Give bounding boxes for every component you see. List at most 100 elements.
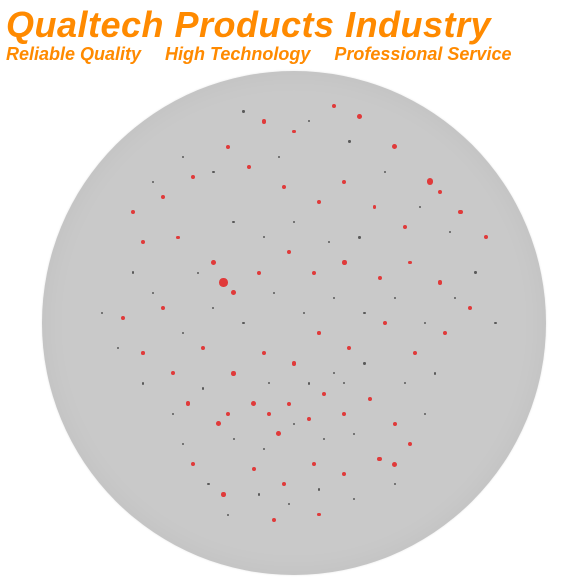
speck bbox=[343, 382, 345, 384]
speck bbox=[438, 190, 442, 194]
speck bbox=[207, 483, 209, 485]
speck bbox=[191, 175, 195, 179]
speck bbox=[117, 347, 119, 349]
speck bbox=[484, 235, 488, 239]
speck bbox=[454, 297, 456, 299]
speck bbox=[383, 321, 387, 325]
speck bbox=[131, 210, 135, 214]
speck bbox=[292, 130, 296, 134]
speck bbox=[363, 312, 365, 314]
speck bbox=[424, 322, 426, 324]
speck bbox=[318, 488, 320, 490]
speck bbox=[182, 156, 184, 158]
speck bbox=[242, 110, 244, 112]
speck bbox=[172, 413, 174, 415]
speck bbox=[276, 431, 281, 436]
speck bbox=[328, 241, 330, 243]
speck bbox=[227, 514, 229, 516]
speck bbox=[152, 181, 154, 183]
speck bbox=[216, 421, 221, 426]
speck bbox=[458, 210, 462, 214]
speck bbox=[333, 372, 335, 374]
speck bbox=[251, 401, 257, 407]
speck bbox=[282, 185, 286, 189]
speck bbox=[152, 292, 154, 294]
speck bbox=[293, 221, 295, 223]
speck bbox=[273, 292, 275, 294]
speck bbox=[312, 462, 316, 466]
speck bbox=[242, 322, 244, 324]
speck bbox=[219, 278, 227, 286]
speck bbox=[342, 260, 346, 264]
speck bbox=[434, 372, 436, 374]
speck bbox=[257, 271, 261, 275]
tagline-0: Reliable Quality bbox=[6, 44, 141, 65]
speck bbox=[419, 206, 421, 208]
speck bbox=[262, 351, 266, 355]
speck bbox=[171, 371, 175, 375]
speck bbox=[212, 307, 214, 309]
speck bbox=[494, 322, 496, 324]
speck bbox=[332, 104, 336, 108]
speck bbox=[308, 382, 310, 384]
speck bbox=[258, 493, 260, 495]
speck bbox=[384, 171, 386, 173]
speck bbox=[252, 467, 256, 471]
brand-taglines: Reliable Quality High Technology Profess… bbox=[6, 44, 582, 65]
speck bbox=[182, 443, 184, 445]
speck bbox=[211, 260, 216, 265]
speck bbox=[317, 331, 321, 335]
speck bbox=[424, 413, 426, 415]
speck bbox=[308, 120, 310, 122]
speck bbox=[342, 180, 346, 184]
speck bbox=[404, 382, 406, 384]
speck bbox=[293, 423, 295, 425]
speck bbox=[262, 119, 266, 123]
speck bbox=[161, 306, 165, 310]
speck bbox=[408, 261, 412, 265]
speck bbox=[288, 503, 290, 505]
speck bbox=[186, 401, 190, 405]
speck bbox=[449, 231, 451, 233]
speck bbox=[121, 316, 125, 320]
speck bbox=[357, 114, 362, 119]
speck bbox=[141, 351, 145, 355]
speck bbox=[342, 412, 346, 416]
speck bbox=[373, 205, 377, 209]
speck bbox=[353, 433, 355, 435]
speck bbox=[474, 271, 476, 273]
brand-title: Qualtech Products Industry bbox=[6, 4, 582, 46]
brand-header: Qualtech Products Industry Reliable Qual… bbox=[0, 0, 588, 65]
tagline-2: Professional Service bbox=[334, 44, 511, 65]
speck bbox=[292, 361, 297, 366]
speck bbox=[197, 272, 199, 274]
speck bbox=[226, 412, 230, 416]
speck bbox=[161, 195, 165, 199]
speck bbox=[333, 297, 335, 299]
speck bbox=[363, 362, 365, 364]
speck bbox=[348, 140, 350, 142]
speck bbox=[132, 271, 134, 273]
speck bbox=[268, 382, 270, 384]
speck bbox=[141, 240, 145, 244]
speck bbox=[392, 462, 397, 467]
speck bbox=[282, 482, 286, 486]
speck bbox=[312, 271, 316, 275]
speck bbox=[221, 492, 225, 496]
speck bbox=[358, 236, 360, 238]
speck bbox=[272, 518, 276, 522]
speck bbox=[303, 312, 305, 314]
speck bbox=[347, 346, 351, 350]
speck bbox=[142, 382, 144, 384]
speck bbox=[342, 472, 346, 476]
speck bbox=[287, 250, 291, 254]
speck bbox=[394, 483, 396, 485]
speck bbox=[427, 178, 434, 185]
speck bbox=[368, 397, 372, 401]
speck bbox=[278, 156, 280, 158]
speck bbox=[392, 144, 397, 149]
speck bbox=[231, 371, 235, 375]
speck bbox=[377, 457, 382, 462]
speck bbox=[201, 346, 205, 350]
speck bbox=[443, 331, 447, 335]
